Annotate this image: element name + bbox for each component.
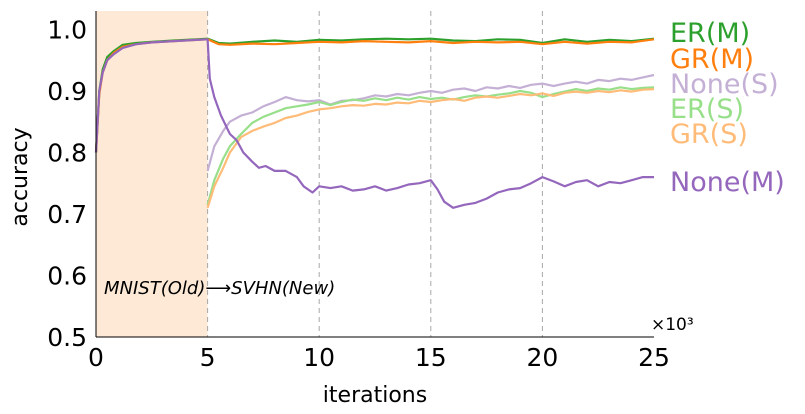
x-tick-label: 5 xyxy=(200,343,216,372)
task-annotation: MNIST(Old)⟶SVHN(New) xyxy=(104,278,335,299)
y-axis-title: accuracy xyxy=(8,127,33,226)
x-tick-label: 10 xyxy=(303,343,335,372)
y-tick-label: 1.0 xyxy=(47,15,87,44)
x-tick-label: 0 xyxy=(88,343,104,372)
x-axis-multiplier: ×10³ xyxy=(651,315,694,335)
series-line-erm xyxy=(94,37,655,153)
y-tick-label: 0.6 xyxy=(47,261,87,290)
x-axis-title: iterations xyxy=(323,383,427,408)
series-line-nones xyxy=(206,73,655,172)
x-tick-label: 25 xyxy=(638,343,670,372)
old-task-shaded-region xyxy=(96,11,208,337)
series-line-ers xyxy=(206,86,655,206)
x-tick-label: 15 xyxy=(415,343,447,372)
y-tick-label: 0.5 xyxy=(47,323,87,352)
y-tick-label: 0.9 xyxy=(47,77,87,106)
y-tick-label: 0.7 xyxy=(47,200,87,229)
legend-label-ers: ER(S) xyxy=(670,94,744,125)
series-line-grs xyxy=(206,88,655,209)
legend-label-grs: GR(S) xyxy=(670,119,748,150)
legend-label-nones: None(S) xyxy=(670,69,779,100)
y-tick-label: 0.8 xyxy=(47,138,87,167)
legend-label-grm: GR(M) xyxy=(670,44,754,75)
x-tick-label: 20 xyxy=(526,343,558,372)
legend-label-nonem: None(M) xyxy=(670,167,785,198)
legend-label-erm: ER(M) xyxy=(670,18,750,49)
series-line-nonem xyxy=(94,38,654,209)
